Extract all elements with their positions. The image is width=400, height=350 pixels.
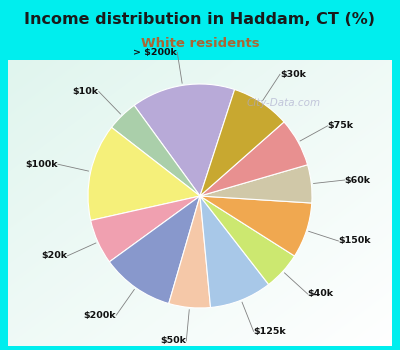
Text: $50k: $50k (160, 336, 186, 345)
Text: $75k: $75k (328, 121, 354, 130)
Wedge shape (134, 84, 235, 196)
Text: $30k: $30k (280, 70, 306, 79)
Text: $60k: $60k (345, 175, 371, 184)
Wedge shape (169, 196, 210, 308)
Text: Income distribution in Haddam, CT (%): Income distribution in Haddam, CT (%) (24, 12, 376, 27)
Text: $200k: $200k (84, 310, 116, 320)
Text: $100k: $100k (25, 160, 58, 169)
Wedge shape (200, 196, 294, 285)
Wedge shape (200, 122, 308, 196)
Wedge shape (200, 196, 269, 308)
Text: $20k: $20k (41, 251, 67, 260)
Text: $10k: $10k (72, 87, 99, 96)
Wedge shape (200, 165, 312, 203)
Text: $40k: $40k (308, 289, 334, 299)
Text: White residents: White residents (141, 37, 259, 50)
Text: City-Data.com: City-Data.com (247, 98, 321, 108)
Wedge shape (88, 127, 200, 220)
Wedge shape (91, 196, 200, 262)
Wedge shape (200, 90, 284, 196)
Wedge shape (200, 196, 312, 256)
Wedge shape (109, 196, 200, 303)
Text: $125k: $125k (254, 327, 286, 336)
Text: $150k: $150k (338, 237, 371, 245)
Wedge shape (112, 105, 200, 196)
Text: > $200k: > $200k (133, 48, 177, 57)
